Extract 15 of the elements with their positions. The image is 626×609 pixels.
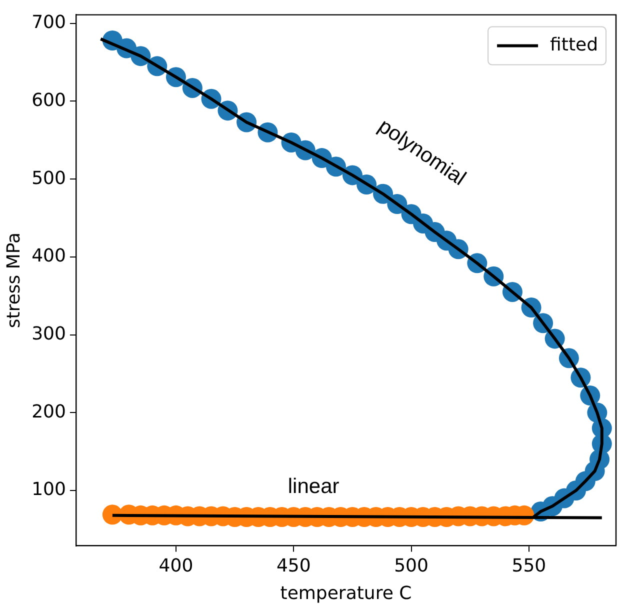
y-tick-label: 100 (32, 479, 66, 500)
y-tick-label: 500 (32, 168, 66, 189)
y-tick-label: 300 (32, 323, 66, 344)
x-tick-label: 400 (158, 555, 194, 576)
legend-label: fitted (550, 34, 598, 56)
x-axis-title: temperature C (280, 582, 412, 604)
x-tick-label: 550 (512, 555, 546, 576)
y-tick-label: 200 (32, 401, 66, 422)
y-tick-label: 400 (32, 246, 66, 267)
y-axis-title: stress MPa (3, 232, 24, 328)
x-tick-label: 450 (276, 555, 311, 576)
annotation: linear (288, 475, 340, 498)
y-tick-label: 700 (32, 12, 66, 34)
y-tick-label: 600 (32, 90, 66, 111)
x-tick-label: 500 (394, 555, 428, 576)
